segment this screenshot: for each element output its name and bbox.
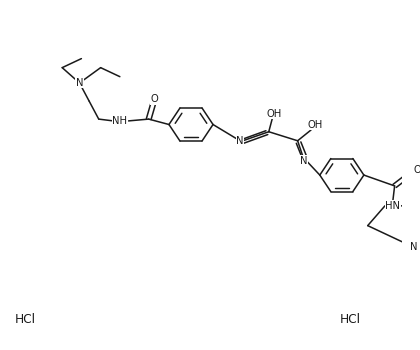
Text: N: N xyxy=(236,136,244,146)
Text: N: N xyxy=(410,242,417,252)
Text: N: N xyxy=(76,78,83,88)
Text: OH: OH xyxy=(267,109,282,119)
Text: NH: NH xyxy=(113,116,127,126)
Text: HN: HN xyxy=(385,201,400,211)
Text: O: O xyxy=(151,94,158,104)
Text: O: O xyxy=(414,164,420,175)
Text: N: N xyxy=(299,156,307,166)
Text: HCl: HCl xyxy=(15,313,36,326)
Text: HCl: HCl xyxy=(339,313,360,326)
Text: OH: OH xyxy=(307,119,323,130)
